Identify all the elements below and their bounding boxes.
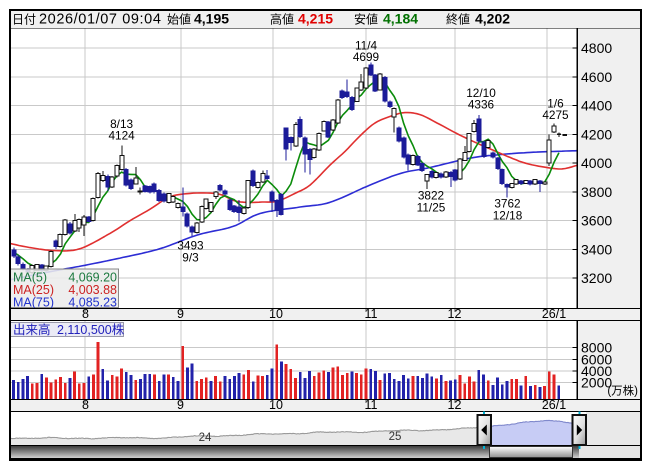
svg-text:4336: 4336	[468, 98, 495, 112]
svg-text:2026/01/07 09:04: 2026/01/07 09:04	[39, 12, 162, 28]
svg-text:4000: 4000	[581, 155, 612, 171]
svg-text:12/18: 12/18	[493, 209, 523, 223]
svg-text:4400: 4400	[581, 98, 612, 114]
svg-text:高値: 高値	[270, 12, 294, 27]
svg-text:6000: 6000	[581, 351, 612, 367]
svg-text:3493: 3493	[177, 239, 204, 253]
svg-text:10: 10	[269, 307, 283, 321]
svg-text:3822: 3822	[418, 189, 444, 203]
svg-text:1/6: 1/6	[547, 97, 564, 111]
svg-text:4,003.88: 4,003.88	[68, 283, 117, 297]
svg-text:9: 9	[177, 398, 184, 412]
svg-text:11/25: 11/25	[417, 201, 446, 215]
svg-text:8000: 8000	[581, 340, 612, 356]
svg-text:3762: 3762	[494, 197, 520, 211]
svg-text:24: 24	[199, 432, 212, 444]
svg-text:12: 12	[448, 307, 462, 321]
svg-text:MA(25): MA(25)	[13, 283, 54, 297]
svg-text:4275: 4275	[542, 108, 569, 122]
svg-text:2,110,500株: 2,110,500株	[57, 322, 125, 337]
svg-text:2000: 2000	[581, 375, 612, 391]
svg-text:4,202: 4,202	[475, 11, 510, 27]
svg-text:12/10: 12/10	[466, 86, 496, 100]
svg-text:日付: 日付	[12, 13, 36, 27]
svg-text:9/3: 9/3	[182, 251, 199, 265]
svg-text:8: 8	[82, 398, 89, 412]
svg-text:MA(5): MA(5)	[13, 271, 47, 285]
svg-text:出来高: 出来高	[13, 322, 51, 337]
svg-text:3200: 3200	[581, 270, 612, 286]
svg-text:4,184: 4,184	[383, 11, 418, 27]
svg-text:3400: 3400	[581, 241, 612, 257]
svg-text:4124: 4124	[108, 129, 135, 143]
svg-text:安値: 安値	[354, 12, 378, 27]
svg-text:26/1: 26/1	[542, 398, 566, 412]
svg-text:始値: 始値	[167, 12, 191, 27]
svg-text:26/1: 26/1	[542, 307, 566, 321]
svg-text:8/13: 8/13	[110, 117, 133, 131]
svg-text:10: 10	[269, 398, 283, 412]
svg-text:4800: 4800	[581, 40, 612, 56]
svg-text:12: 12	[448, 398, 462, 412]
svg-text:4,215: 4,215	[298, 11, 333, 27]
svg-text:(万株): (万株)	[607, 384, 638, 398]
svg-text:8: 8	[82, 307, 89, 321]
svg-text:3600: 3600	[581, 213, 612, 229]
svg-text:4699: 4699	[353, 50, 379, 64]
svg-text:11/4: 11/4	[355, 39, 378, 53]
svg-text:25: 25	[389, 431, 402, 443]
svg-text:4000: 4000	[581, 363, 612, 379]
svg-text:4200: 4200	[581, 126, 612, 142]
svg-text:4,085.23: 4,085.23	[68, 296, 117, 310]
svg-text:4,069.20: 4,069.20	[68, 271, 117, 285]
svg-text:終値: 終値	[446, 12, 470, 27]
svg-text:3800: 3800	[581, 184, 612, 200]
svg-text:4600: 4600	[581, 69, 612, 85]
svg-text:11: 11	[365, 307, 378, 321]
svg-text:11: 11	[365, 398, 378, 412]
svg-text:9: 9	[177, 307, 184, 321]
svg-text:4,195: 4,195	[194, 11, 229, 27]
svg-text:MA(75): MA(75)	[13, 296, 54, 310]
